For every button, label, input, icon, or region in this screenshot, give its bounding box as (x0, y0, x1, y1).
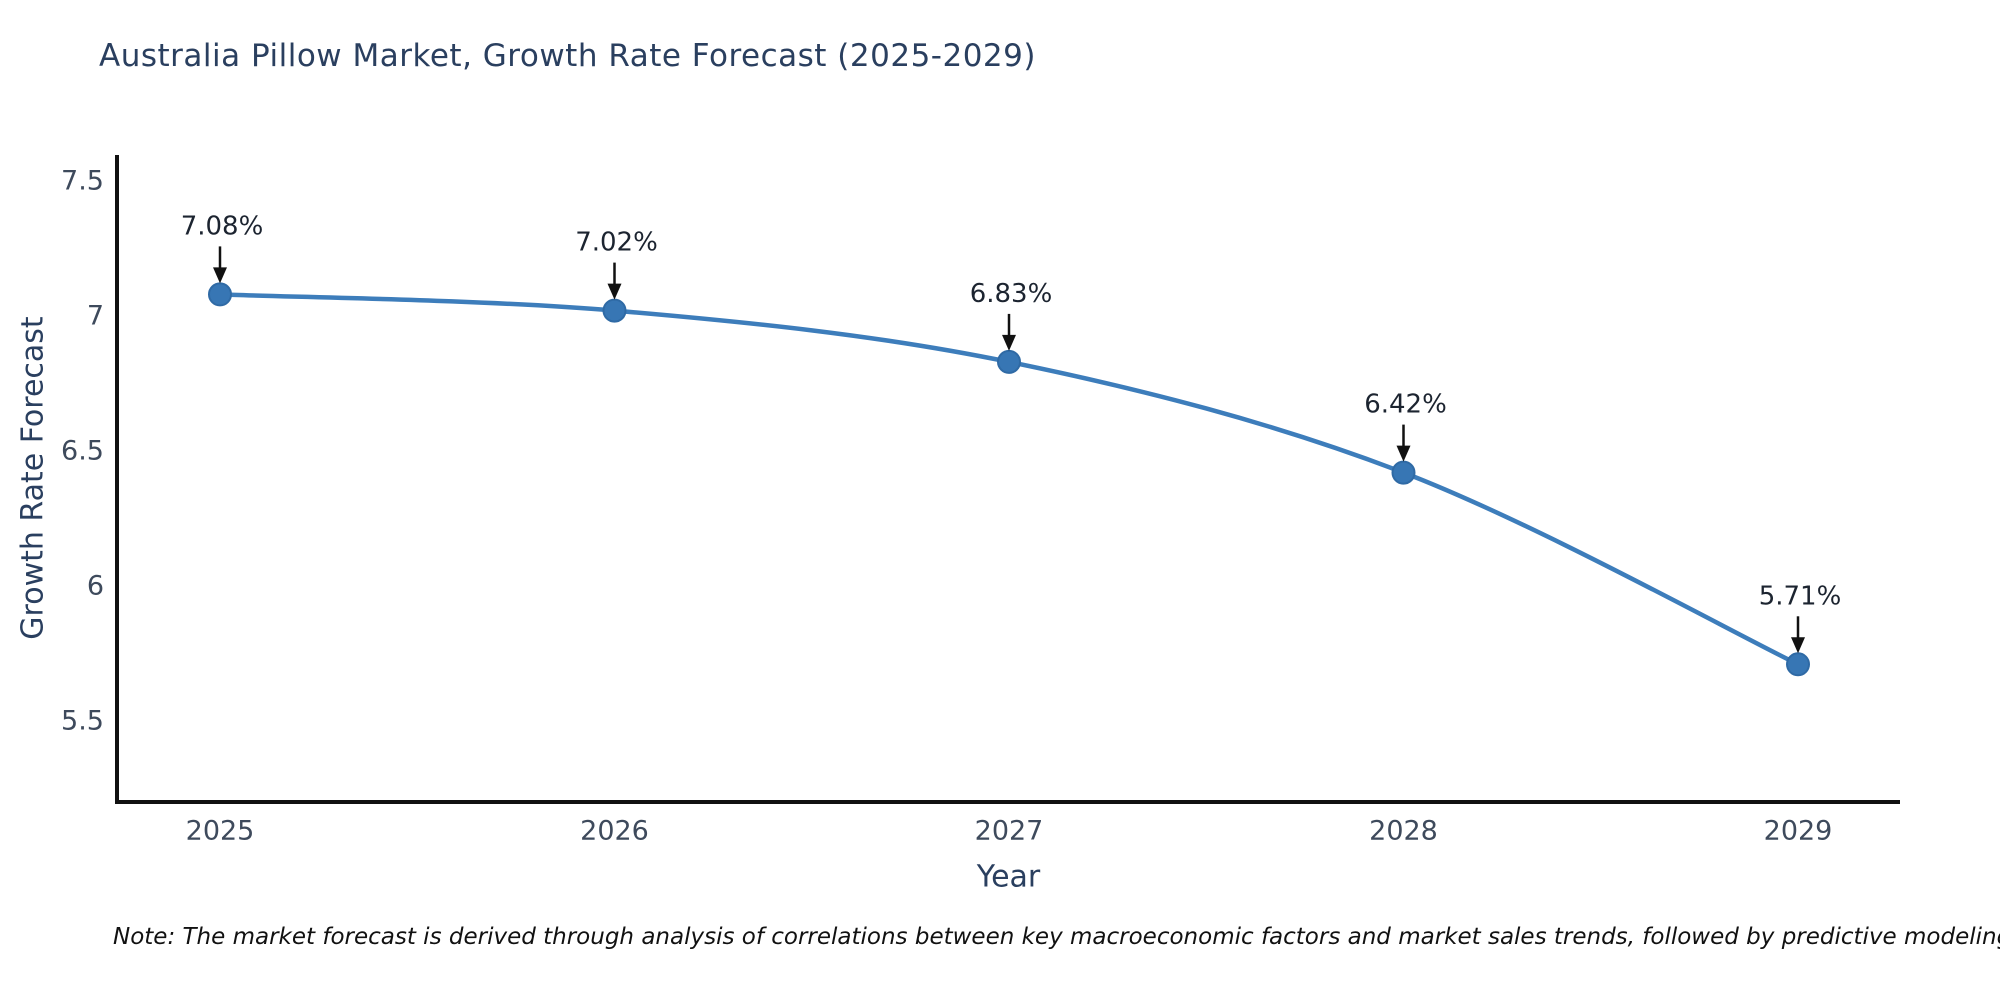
x-tick-label: 2025 (186, 816, 255, 847)
data-point-marker (997, 349, 1021, 374)
annotation-label: 7.02% (575, 228, 658, 258)
footnote-text: Note: The market forecast is derived thr… (113, 924, 2000, 950)
annotation-arrow-head (1396, 445, 1411, 462)
x-tick-label: 2028 (1369, 816, 1438, 847)
annotation-label: 5.71% (1759, 581, 1842, 611)
y-tick-label: 7.5 (61, 166, 104, 197)
annotation-arrow-head (1002, 334, 1016, 351)
y-tick-label: 6 (87, 571, 104, 602)
annotation-arrow-head (213, 267, 227, 284)
y-tick-label: 6.5 (61, 436, 104, 467)
x-tick-label: 2029 (1764, 816, 1833, 847)
y-tick-label: 5.5 (61, 706, 104, 737)
annotation-label: 7.08% (181, 211, 264, 241)
annotation-label: 6.42% (1364, 390, 1447, 420)
data-point-marker (1391, 460, 1416, 485)
data-point-marker (1786, 652, 1810, 677)
x-tick-label: 2027 (975, 816, 1044, 847)
data-point-marker (602, 298, 627, 323)
y-tick-label: 7 (87, 301, 104, 332)
chart-title: Australia Pillow Market, Growth Rate For… (99, 38, 1036, 74)
y-axis-title: Growth Rate Forecast (16, 316, 51, 640)
annotation-label: 6.83% (970, 279, 1053, 309)
annotation-arrow-head (1791, 637, 1805, 654)
annotation-arrow-head (607, 283, 622, 300)
x-tick-label: 2026 (580, 816, 649, 847)
x-axis-title: Year (976, 860, 1041, 895)
data-point-marker (208, 282, 232, 307)
